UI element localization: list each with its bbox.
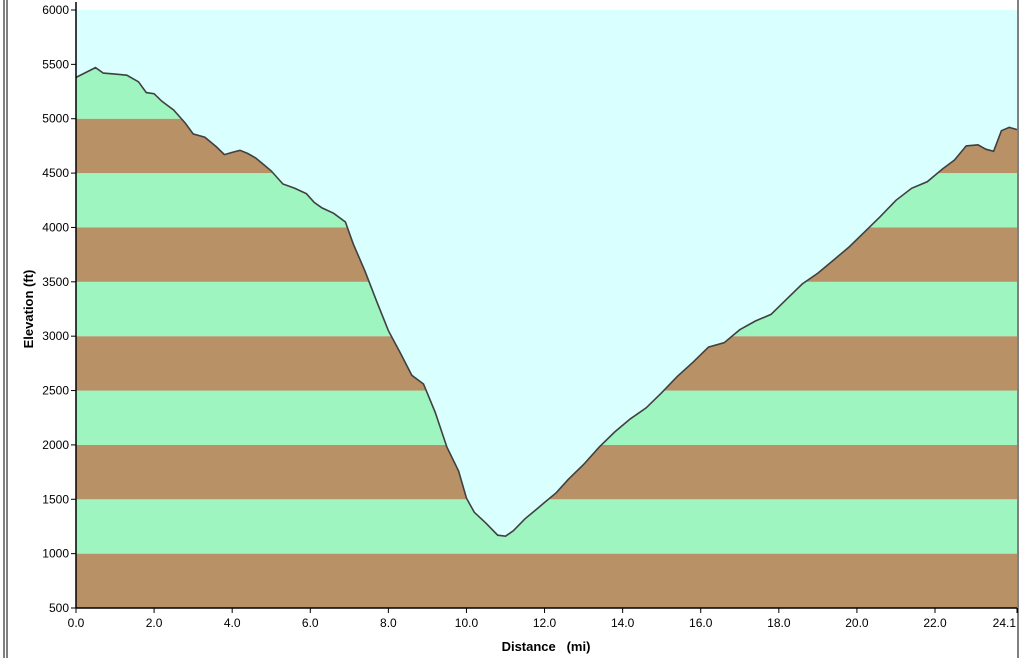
x-tick-label: 4.0 (224, 616, 241, 630)
x-tick-label: 18.0 (767, 616, 791, 630)
y-tick-label: 2000 (42, 438, 69, 452)
x-tick-label: 24.1 (993, 616, 1017, 630)
y-tick-label: 4500 (42, 166, 69, 180)
y-tick-label: 4000 (42, 220, 69, 234)
y-axis-title: Elevation (ft) (21, 270, 36, 349)
x-tick-label: 22.0 (923, 616, 947, 630)
y-tick-label: 3000 (42, 329, 69, 343)
x-axis-title: Distance (mi) (502, 639, 591, 654)
axes (75, 2, 1017, 609)
x-tick-label: 6.0 (302, 616, 319, 630)
x-tick-label: 10.0 (455, 616, 479, 630)
x-tick-label: 14.0 (611, 616, 635, 630)
x-tick-label: 12.0 (533, 616, 557, 630)
y-tick-label: 3500 (42, 275, 69, 289)
y-tick-label: 6000 (42, 3, 69, 17)
y-tick-label: 1500 (42, 492, 69, 506)
y-tick-label: 2500 (42, 384, 69, 398)
x-tick-label: 16.0 (689, 616, 713, 630)
elevation-band (76, 499, 1017, 554)
y-axis-ticks: 500 1000 1500 2000 2500 3000 3500 4000 4500 5000 5… (42, 3, 76, 615)
elevation-profile-line (76, 66, 1017, 538)
y-tick-label: 500 (49, 601, 69, 615)
y-tick-label: 5000 (42, 112, 69, 126)
x-tick-label: 2.0 (146, 616, 163, 630)
x-tick-label: 0.0 (68, 616, 85, 630)
x-tick-label: 8.0 (380, 616, 397, 630)
elevation-band (76, 553, 1017, 608)
x-axis-ticks: 0.0 2.0 4.0 6.0 8.0 10.0 12.0 14.0 16.0 18.0 20.0 2… (68, 608, 1018, 630)
y-tick-label: 1000 (42, 547, 69, 561)
x-tick-label: 20.0 (845, 616, 869, 630)
y-tick-label: 5500 (42, 57, 69, 71)
